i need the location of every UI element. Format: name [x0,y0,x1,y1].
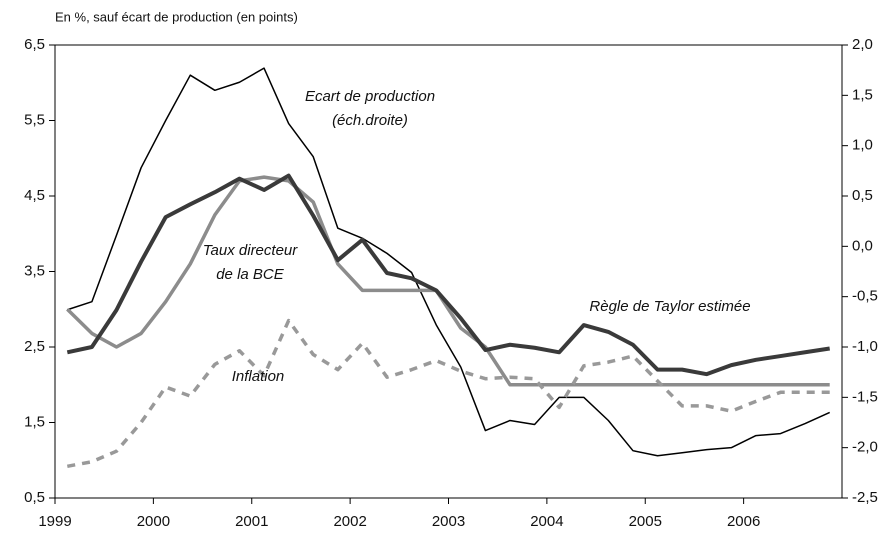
chart-subtitle: En %, sauf écart de production (en point… [55,9,298,24]
series-label: de la BCE [216,266,285,283]
y2-tick-label: 1,0 [852,137,873,154]
y2-tick-label: 0,0 [852,237,873,254]
x-tick-label: 1999 [38,513,71,530]
y-tick-label: 3,5 [24,262,45,279]
x-tick-label: 2006 [727,513,760,530]
x-tick-label: 2004 [530,513,563,530]
y2-tick-label: -1,0 [852,338,878,355]
y2-tick-label: -2,0 [852,439,878,456]
x-tick-label: 2003 [432,513,465,530]
series-label: Taux directeur [203,242,299,259]
y-tick-label: 5,5 [24,111,45,128]
y2-tick-label: -1,5 [852,388,878,405]
y2-tick-label: -2,5 [852,489,878,506]
y-tick-label: 1,5 [24,413,45,430]
series-label: Ecart de production [305,88,435,105]
x-tick-label: 2002 [333,513,366,530]
series-line [66,173,831,377]
y-tick-label: 6,5 [24,36,45,53]
x-tick-label: 2005 [629,513,662,530]
plot-frame [54,44,843,499]
y2-tick-label: 0,5 [852,187,873,204]
series-label: Règle de Taylor estimée [589,298,750,315]
y2-tick-label: -0,5 [852,288,878,305]
x-tick-label: 2000 [137,513,170,530]
series-line [66,175,830,387]
x-tick-label: 2001 [235,513,268,530]
series-label: Inflation [232,368,285,385]
y-tick-label: 4,5 [24,187,45,204]
y2-tick-label: 1,5 [852,86,873,103]
series-line [66,318,830,469]
series-label: (éch.droite) [332,112,408,129]
y2-tick-label: 2,0 [852,36,873,53]
y-tick-label: 0,5 [24,489,45,506]
y-tick-label: 2,5 [24,338,45,355]
series-line [67,67,831,457]
